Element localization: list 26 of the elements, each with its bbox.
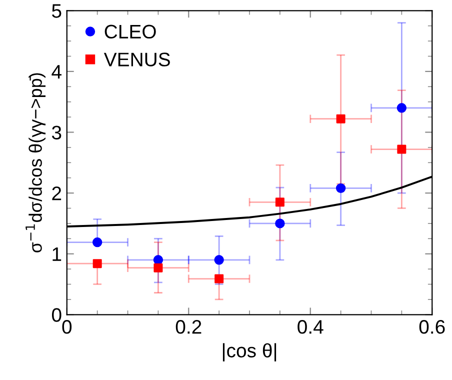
point [92,237,102,248]
point [397,144,406,154]
point [275,198,284,207]
x-axis-title: |cos θ| [222,343,276,362]
point [153,255,164,265]
point [214,274,224,284]
point [214,255,224,265]
x-tick-label: 0 [62,320,72,334]
y-tick-label: 3 [52,126,62,140]
x-tick-label: 0.4 [298,320,324,334]
point [275,218,285,228]
legend-label: CLEO [104,24,156,39]
y-tick-label: 5 [52,4,62,18]
y-tick-label: 0 [52,308,62,322]
point [336,183,346,194]
y-tick-label: 4 [52,65,62,78]
legend-label: VENUS [104,52,170,66]
y-tick-label: 2 [52,186,62,200]
point [336,114,346,124]
y-tick-label: 1 [52,248,62,261]
x-tick-label: 0.6 [419,320,445,334]
point [154,263,163,272]
y-axis-title: σ$^{−1}$dσ/dcos θ(γγ−>pp̄) [26,73,46,252]
point [396,103,407,113]
point [92,259,102,268]
x-tick-label: 0.2 [176,320,202,334]
